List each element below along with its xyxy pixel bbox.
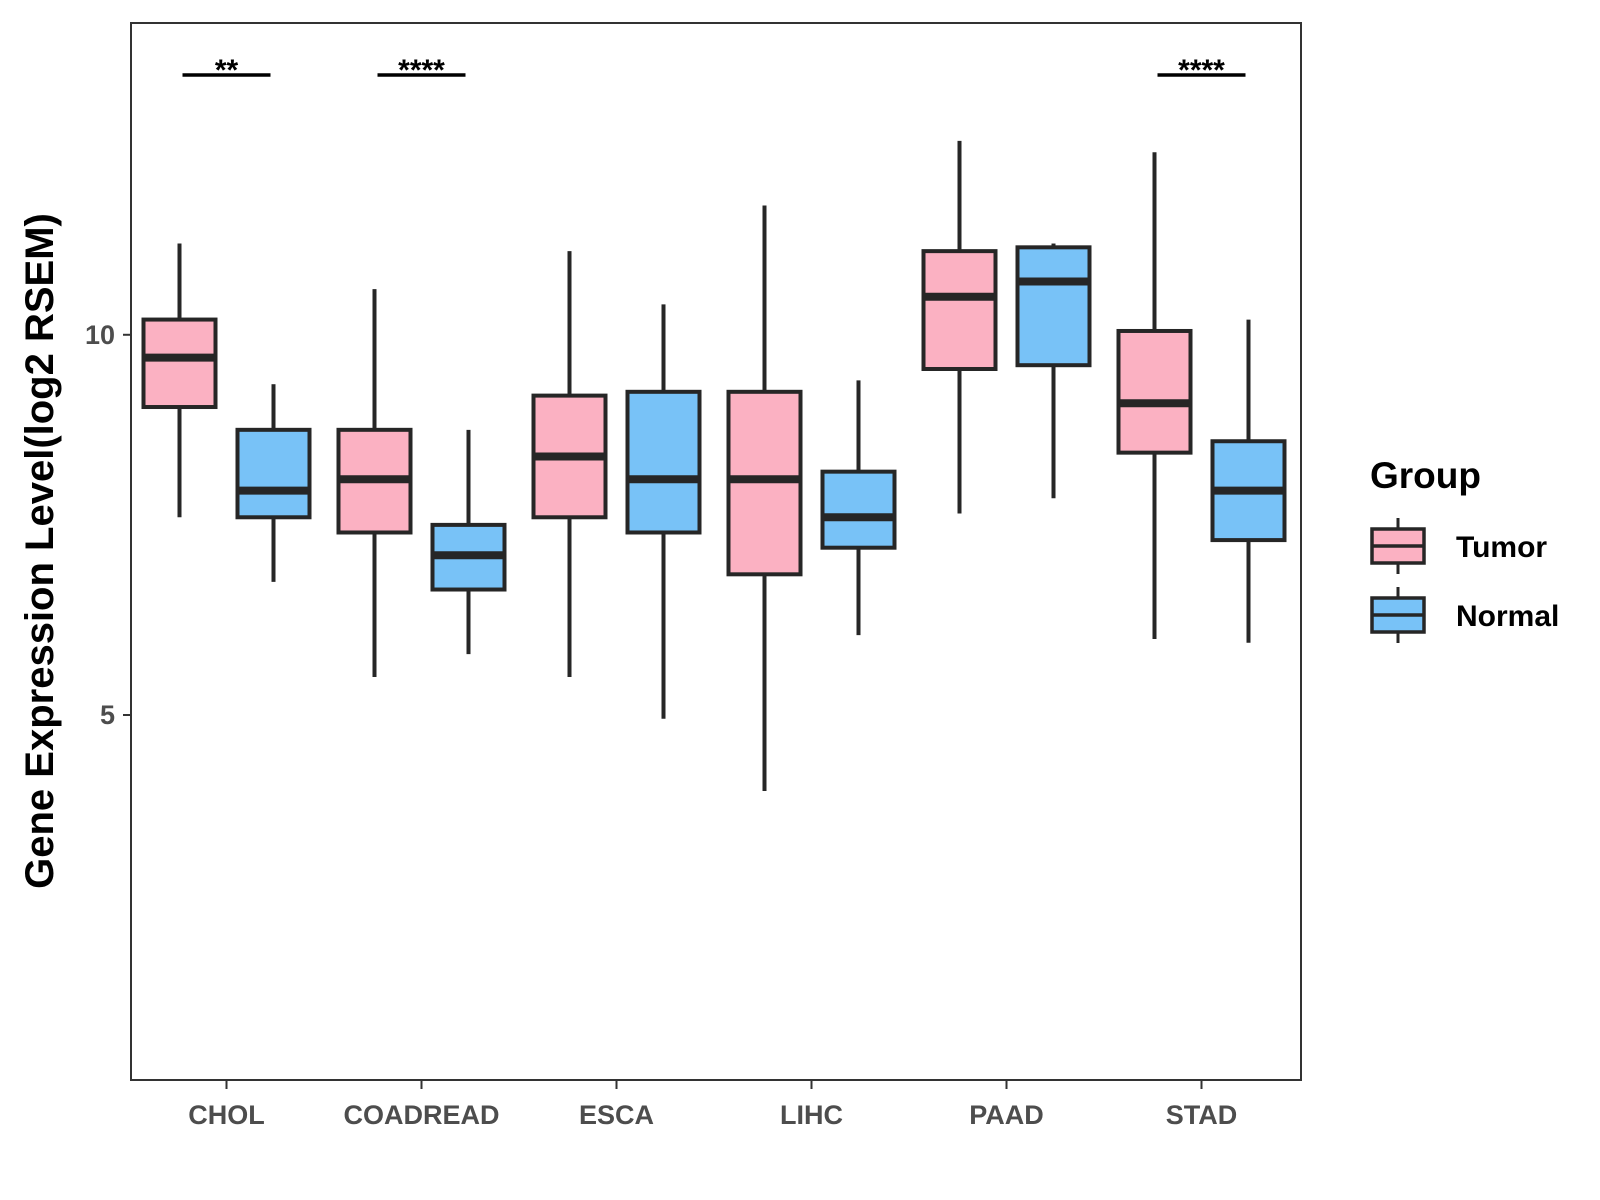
- box-normal-esca: [625, 304, 702, 719]
- box-iqr: [1015, 245, 1092, 368]
- legend-title: Group: [1370, 455, 1481, 496]
- y-axis: 5 10: [85, 320, 131, 730]
- box-normal-paad: [1015, 243, 1092, 499]
- x-axis: CHOL COADREAD ESCA LIHC PAAD STAD: [188, 1080, 1237, 1130]
- box-tumor-coadread: [336, 289, 413, 677]
- legend-item-normal: Normal: [1370, 587, 1559, 643]
- x-tick-label-paad: PAAD: [969, 1100, 1044, 1130]
- box-tumor-chol: [141, 243, 218, 518]
- y-tick-label: 10: [85, 320, 115, 350]
- y-tick-label: 5: [100, 700, 115, 730]
- legend: Group Tumor Normal: [1370, 455, 1559, 643]
- box-tumor-stad: [1116, 152, 1193, 639]
- box-iqr: [921, 249, 998, 371]
- significance-label: **: [215, 54, 239, 87]
- significance-stad: ****: [1157, 54, 1246, 87]
- box-tumor-esca: [531, 251, 608, 677]
- box-normal-chol: [235, 384, 312, 582]
- box-iqr: [820, 469, 897, 550]
- x-tick-label-chol: CHOL: [188, 1100, 265, 1130]
- box-iqr: [625, 389, 702, 535]
- box-iqr: [1116, 328, 1193, 455]
- plot-panel: [130, 22, 1302, 1081]
- significance-chol: **: [182, 54, 271, 87]
- significance-label: ****: [398, 54, 445, 87]
- box-iqr: [141, 317, 218, 410]
- legend-label-normal: Normal: [1456, 600, 1559, 633]
- box-series: [141, 140, 1287, 792]
- x-tick-label-esca: ESCA: [579, 1100, 654, 1130]
- box-iqr: [235, 427, 312, 520]
- box-normal-lihc: [820, 380, 897, 636]
- y-axis-title: Gene Expression Level(log2 RSEM): [18, 213, 62, 889]
- box-tumor-paad: [921, 140, 998, 514]
- legend-item-tumor: Tumor: [1370, 518, 1547, 574]
- x-tick-label-coadread: COADREAD: [343, 1100, 499, 1130]
- box-tumor-lihc: [726, 205, 803, 792]
- x-tick-label-lihc: LIHC: [780, 1100, 843, 1130]
- significance-coadread: ****: [377, 54, 466, 87]
- x-tick-label-stad: STAD: [1166, 1100, 1238, 1130]
- box-normal-stad: [1210, 319, 1287, 643]
- significance-annotations: ** **** ****: [182, 54, 1246, 87]
- significance-label: ****: [1178, 54, 1225, 87]
- box-normal-coadread: [430, 429, 507, 655]
- legend-label-tumor: Tumor: [1456, 531, 1547, 564]
